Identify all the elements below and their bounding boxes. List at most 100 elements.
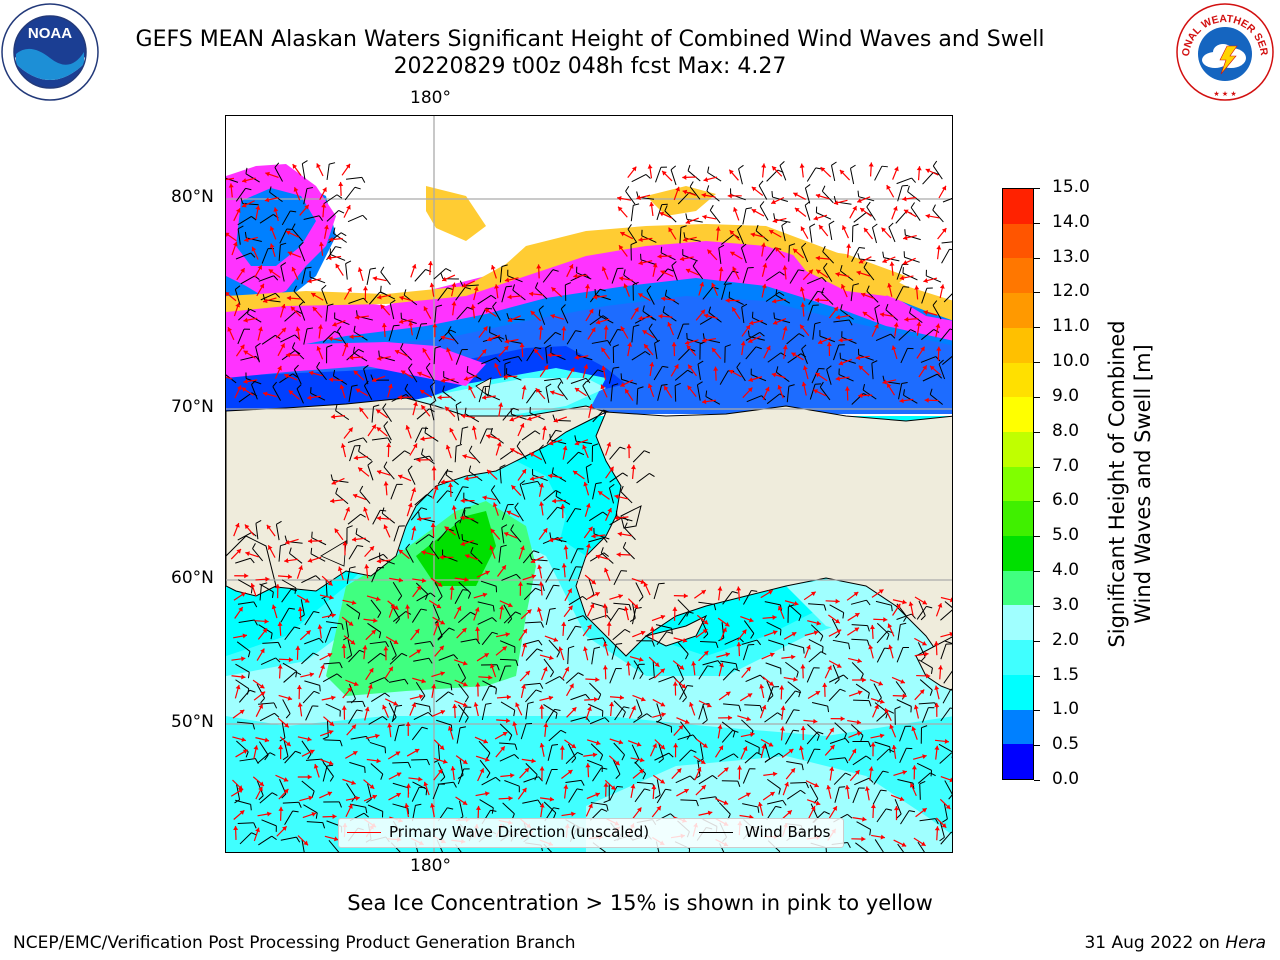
wave-arrow-head <box>507 602 513 608</box>
wind-barb-flag <box>404 383 409 390</box>
wind-barb <box>284 750 296 764</box>
wind-barb <box>466 371 482 380</box>
wind-barb-flag <box>421 448 424 455</box>
wave-arrow-head <box>285 230 291 236</box>
wind-barb-flag <box>339 740 343 747</box>
wave-arrow-head <box>559 745 565 750</box>
wind-barb <box>758 185 768 200</box>
wave-arrow-head <box>567 588 572 594</box>
wave-arrow-head <box>791 352 797 357</box>
wave-arrow-head <box>691 661 697 666</box>
wind-barb-flag <box>273 275 279 281</box>
wave-arrow-head <box>934 702 940 707</box>
wind-barb <box>671 265 678 281</box>
wave-arrow-head <box>427 261 433 266</box>
wave-arrow-head <box>494 284 500 289</box>
wind-barb <box>721 729 734 743</box>
wave-arrow-head <box>376 409 381 414</box>
wave-arrow-head <box>591 533 596 539</box>
wind-barb <box>765 752 780 763</box>
wave-arrow-head <box>462 660 468 666</box>
wind-barb-flag <box>506 285 513 288</box>
wind-barb <box>258 702 275 705</box>
wind-barb <box>531 559 548 562</box>
colorbar-segment <box>1003 258 1033 294</box>
wind-barb-flag <box>651 640 655 647</box>
wind-barb-flag <box>275 657 281 663</box>
wave-arrow-head <box>307 557 313 563</box>
wave-arrow-head <box>430 522 436 528</box>
wind-barb <box>481 357 497 365</box>
wave-arrow-head <box>373 618 378 623</box>
wave-arrow-head <box>317 624 323 629</box>
wind-barb-flag <box>461 677 466 683</box>
wave-arrow-head <box>297 607 303 612</box>
wave-arrow-head <box>647 383 653 389</box>
wave-arrow-head <box>647 164 653 169</box>
wave-arrow-head <box>700 759 706 764</box>
wave-arrow <box>226 376 233 380</box>
sea-ice-yellow <box>786 246 906 296</box>
wave-arrow-head <box>237 385 242 391</box>
wind-barb <box>567 615 584 622</box>
wave-arrow-head <box>372 276 378 282</box>
wave-arrow-head <box>255 827 260 833</box>
wind-barb <box>940 831 952 845</box>
wave-arrow-head <box>619 276 624 282</box>
colorbar-segment <box>1003 466 1033 502</box>
wave-arrow-head <box>240 268 245 273</box>
wave-arrow-head <box>703 177 709 182</box>
wind-barb <box>437 743 441 760</box>
wave-arrow-head <box>882 379 887 385</box>
wind-barb-flag <box>510 524 515 531</box>
wind-barb <box>905 234 921 241</box>
wave-arrow-head <box>679 256 685 262</box>
wave-arrow-head <box>240 344 245 350</box>
wave-arrow-head <box>502 731 508 737</box>
wave-arrow-head <box>333 836 339 842</box>
wind-barb-flag <box>470 546 474 553</box>
wind-barb <box>411 786 420 802</box>
wave-arrow-head <box>251 246 257 252</box>
wind-barb-flag <box>834 679 840 685</box>
wind-barb-flag <box>292 810 299 813</box>
wind-barb <box>445 474 459 486</box>
wind-barb-flag <box>462 589 469 591</box>
wave-arrow-head <box>766 345 771 351</box>
wave-arrow-head <box>764 386 770 392</box>
wind-barb <box>896 647 904 663</box>
wind-barb <box>345 263 348 280</box>
wave-arrow-head <box>687 385 692 391</box>
wave-arrow-head <box>235 302 241 308</box>
wave-arrow-head <box>818 339 823 345</box>
wave-arrow-head <box>471 425 477 431</box>
wind-barb <box>523 587 536 601</box>
wave-arrow-head <box>652 263 658 268</box>
wind-barb-flag <box>447 326 452 332</box>
colorbar-tick-label: 11.0 <box>1052 316 1090 337</box>
wind-barb <box>236 641 251 652</box>
wave-arrow-head <box>660 744 665 750</box>
wave-arrow-head <box>870 742 876 747</box>
wind-barb <box>478 307 487 323</box>
wind-barb-flag <box>582 380 588 387</box>
wave-arrow-head <box>634 307 639 313</box>
wave-arrow-head <box>526 609 532 615</box>
wave-arrow-head <box>486 469 492 475</box>
wind-barb <box>411 726 423 741</box>
svg-text:★ ★ ★: ★ ★ ★ <box>1213 90 1236 98</box>
wind-barb-flag <box>538 776 543 782</box>
wind-barb-flag <box>313 611 320 614</box>
wind-barb <box>874 741 890 748</box>
wind-barb-flag <box>642 305 645 312</box>
wind-barb-flag <box>867 852 869 853</box>
wave-arrow-head <box>884 708 890 713</box>
wave-arrow-head <box>484 756 490 762</box>
wind-barb <box>859 258 876 262</box>
wind-barb-flag <box>857 190 860 197</box>
wind-barb-flag <box>866 639 870 646</box>
wind-barb-flag <box>882 251 885 258</box>
colorbar-tick-label: 8.0 <box>1052 420 1080 441</box>
wind-barb <box>235 663 250 673</box>
wind-barb <box>744 752 758 764</box>
